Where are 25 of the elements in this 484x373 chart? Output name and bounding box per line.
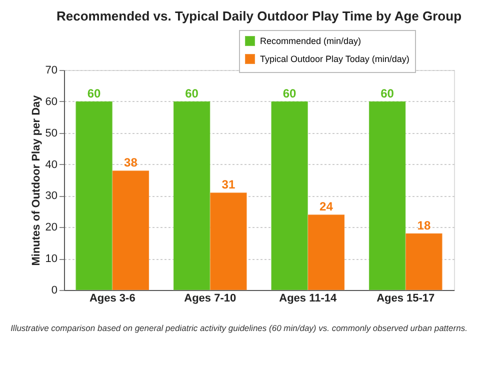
x-tick-label: Ages 3-6: [89, 292, 136, 304]
data-label: 38: [124, 156, 138, 170]
y-tick-label: 10: [45, 253, 58, 266]
data-label: 60: [380, 86, 394, 100]
data-label: 60: [185, 86, 199, 100]
x-tick-label: Ages 11-14: [279, 292, 338, 304]
data-label: 60: [87, 86, 102, 100]
data-label: 18: [417, 218, 431, 232]
legend-label: Typical Outdoor Play Today (min/day): [260, 54, 410, 64]
y-tick-label: 60: [45, 96, 58, 108]
text: Illustrative comparison based on general pediatric activity guidelines (60 min/day) vs. commonly observed urban patterns.: [10, 323, 468, 333]
y-tick-label: 50: [45, 127, 58, 140]
legend-label: Recommended (min/day): [260, 36, 362, 46]
y-tick-label: 40: [45, 158, 58, 171]
data-label: 24: [320, 200, 334, 214]
data-label: 60: [282, 86, 297, 100]
data-label: 31: [222, 178, 236, 192]
y-axis-title: Minutes of Outdoor Play per Day: [30, 94, 42, 266]
y-tick-label: 30: [45, 190, 58, 202]
y-tick-label: 20: [45, 222, 58, 234]
x-tick-label: Ages 15-17: [376, 292, 435, 304]
y-tick-label: 0: [51, 284, 58, 296]
y-tick-label: 70: [45, 64, 58, 76]
x-tick-label: Ages 7-10: [184, 292, 236, 304]
chart-title: Recommended vs. Typical Daily Outdoor Play Time by Age Group: [56, 8, 462, 24]
